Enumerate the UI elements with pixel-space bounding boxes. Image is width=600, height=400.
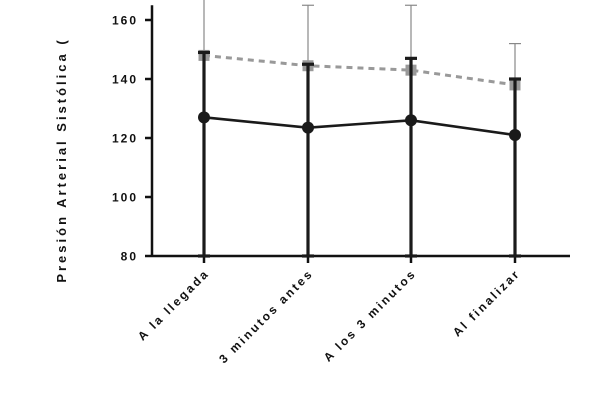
y-tick-label: 140 bbox=[112, 73, 138, 87]
series-line bbox=[203, 53, 516, 87]
data-point bbox=[509, 129, 521, 142]
x-tick-label: Al finalizar bbox=[450, 266, 523, 339]
x-tick-label: A la llegada bbox=[135, 266, 212, 343]
y-tick-label: 160 bbox=[112, 14, 138, 28]
x-tick-label: 3 minutos antes bbox=[216, 266, 316, 366]
y-tick-label: 100 bbox=[112, 191, 138, 205]
series-solid bbox=[198, 50, 521, 258]
data-point bbox=[302, 121, 314, 134]
data-point bbox=[405, 114, 417, 127]
axes bbox=[150, 5, 570, 258]
x-tick-label: A los 3 minutos bbox=[321, 266, 419, 364]
y-axis-title: Presión Arterial Sistólica ( bbox=[54, 37, 69, 282]
y-tick-label: 120 bbox=[112, 132, 138, 146]
x-axis-ticks: A la llegada 3 minutos antes A los 3 minut… bbox=[135, 256, 523, 366]
series-line bbox=[203, 116, 516, 137]
y-tick-label: 80 bbox=[121, 250, 138, 264]
data-point bbox=[198, 111, 210, 124]
y-axis-ticks: 80 100 120 140 160 bbox=[112, 14, 152, 264]
